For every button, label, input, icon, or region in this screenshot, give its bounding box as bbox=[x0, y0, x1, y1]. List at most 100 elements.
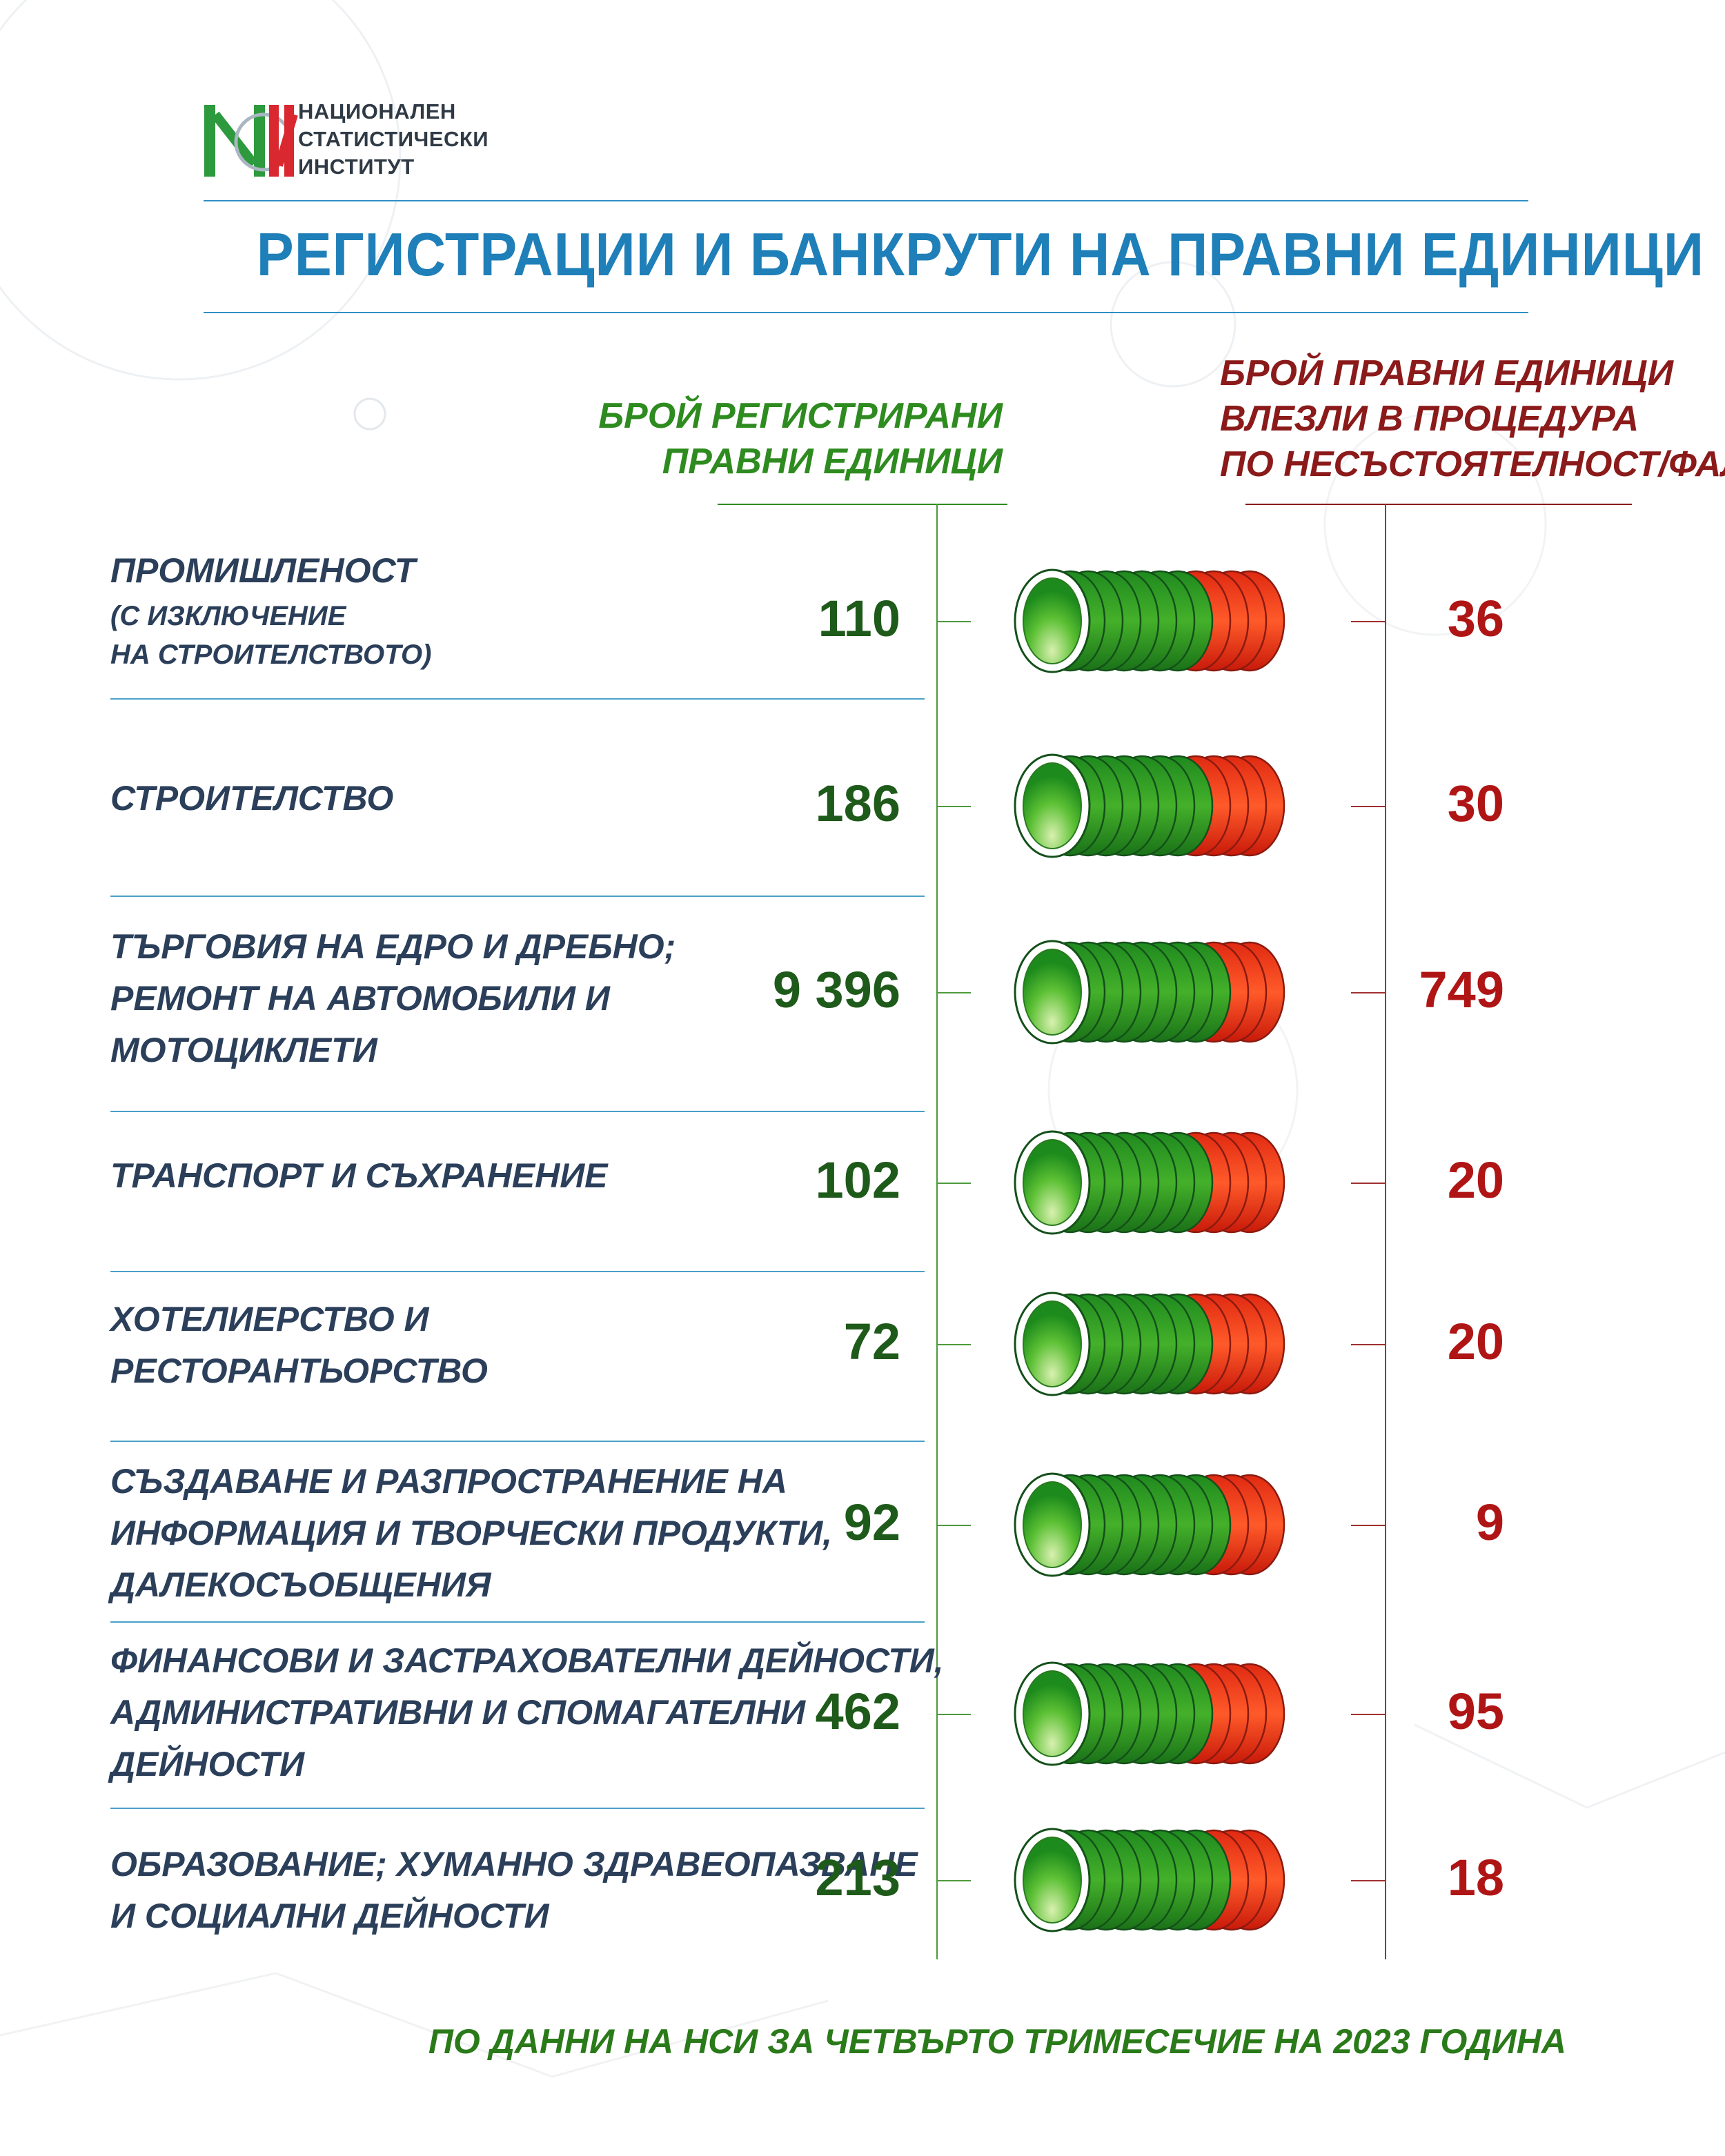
sector-label-line: ДЕЙНОСТИ bbox=[110, 1745, 305, 1783]
sector-label-line: РЕСТОРАНТЬОРСТВО bbox=[110, 1352, 488, 1390]
registered-tick bbox=[936, 621, 971, 622]
sector-label-subline: НА СТРОИТЕЛСТВОТО) bbox=[110, 640, 432, 670]
insolvency-value: 30 bbox=[1447, 775, 1504, 832]
insolvency-tick bbox=[1351, 621, 1386, 622]
row-separator bbox=[110, 1111, 925, 1112]
logo-line: НАЦИОНАЛЕН bbox=[298, 99, 456, 123]
header-line: ВЛЕЗЛИ В ПРОЦЕДУРА bbox=[1220, 399, 1639, 439]
sector-label: ХОТЕЛИЕРСТВО И РЕСТОРАНТЬОРСТВО bbox=[110, 1294, 800, 1397]
registered-header-rule bbox=[718, 504, 1007, 505]
insolvency-tick bbox=[1351, 1880, 1386, 1881]
sector-label: ТЪРГОВИЯ НА ЕДРО И ДРЕБНО; РЕМОНТ НА АВТО… bbox=[110, 921, 800, 1076]
coin-stack-bar bbox=[1014, 1828, 1285, 1932]
header-line: ПО НЕСЪСТОЯТЕЛНОСТ/ФАЛИТ bbox=[1220, 444, 1725, 484]
coin-stack-bar bbox=[1014, 1130, 1285, 1235]
sector-label-line: ФИНАНСОВИ И ЗАСТРАХОВАТЕЛНИ ДЕЙНОСТИ, bbox=[110, 1641, 944, 1680]
insolvency-column-header: БРОЙ ПРАВНИ ЕДИНИЦИ ВЛЕЗЛИ В ПРОЦЕДУРА П… bbox=[1220, 350, 1725, 487]
sector-label: СЪЗДАВАНЕ И РАЗПРОСТРАНЕНИЕ НА ИНФОРМАЦИЯ… bbox=[110, 1456, 833, 1611]
sector-label-line: ПРОМИШЛЕНОСТ bbox=[110, 551, 416, 590]
header-line: ПРАВНИ ЕДИНИЦИ bbox=[662, 442, 1003, 482]
coin-stack-bar bbox=[1014, 568, 1285, 673]
sector-label-line: ДАЛЕКОСЪОБЩЕНИЯ bbox=[110, 1565, 491, 1604]
row-separator bbox=[110, 1441, 925, 1442]
registered-value: 462 bbox=[815, 1683, 900, 1740]
registered-tick bbox=[936, 1714, 971, 1715]
registered-value: 9 396 bbox=[772, 961, 900, 1018]
coin-front-face bbox=[1023, 949, 1082, 1036]
insolvency-axis-line bbox=[1385, 504, 1386, 1959]
sector-label-line: АДМИНИСТРАТИВНИ И СПОМАГАТЕЛНИ bbox=[110, 1693, 806, 1732]
insolvency-value: 20 bbox=[1447, 1151, 1504, 1209]
insolvency-tick bbox=[1351, 992, 1386, 993]
insolvency-value: 9 bbox=[1475, 1494, 1504, 1551]
insolvency-tick bbox=[1351, 1183, 1386, 1184]
sector-label-line: СЪЗДАВАНЕ И РАЗПРОСТРАНЕНИЕ НА bbox=[110, 1462, 787, 1501]
row-separator bbox=[110, 1808, 925, 1809]
registered-tick bbox=[936, 1525, 971, 1526]
sector-label-line: СТРОИТЕЛСТВО bbox=[110, 779, 394, 818]
insolvency-tick bbox=[1351, 1525, 1386, 1526]
registered-axis-line bbox=[936, 504, 938, 1959]
sector-label-line: РЕМОНТ НА АВТОМОБИЛИ И bbox=[110, 979, 610, 1018]
insolvency-tick bbox=[1351, 806, 1386, 807]
sector-label: СТРОИТЕЛСТВО bbox=[110, 773, 800, 824]
coin-stack-bar bbox=[1014, 1292, 1285, 1396]
sector-label: ФИНАНСОВИ И ЗАСТРАХОВАТЕЛНИ ДЕЙНОСТИ, АДМ… bbox=[110, 1635, 944, 1790]
logo-text: НАЦИОНАЛЕН СТАТИСТИЧЕСКИ ИНСТИТУТ bbox=[298, 98, 489, 181]
sector-label-line: ТРАНСПОРТ И СЪХРАНЕНИЕ bbox=[110, 1156, 608, 1195]
coin-front-face bbox=[1023, 1670, 1082, 1757]
registered-tick bbox=[936, 806, 971, 807]
insolvency-value: 95 bbox=[1447, 1683, 1504, 1740]
sector-label-line: ОБРАЗОВАНИЕ; ХУМАННО ЗДРАВЕОПАЗВАНЕ bbox=[110, 1845, 918, 1883]
coin-stack-bar bbox=[1014, 1472, 1285, 1577]
sector-label-subline: (С ИЗКЛЮЧЕНИЕ bbox=[110, 601, 346, 631]
page-title: РЕГИСТРАЦИИ И БАНКРУТИ НА ПРАВНИ ЕДИНИЦИ bbox=[256, 220, 1704, 288]
coin-front-face bbox=[1023, 1139, 1082, 1226]
title-bottom-rule bbox=[204, 312, 1528, 313]
sector-label: ОБРАЗОВАНИЕ; ХУМАННО ЗДРАВЕОПАЗВАНЕ И СОЦ… bbox=[110, 1839, 918, 1942]
coin-stack-bar bbox=[1014, 753, 1285, 858]
logo-line: СТАТИСТИЧЕСКИ bbox=[298, 127, 489, 151]
sector-label: ПРОМИШЛЕНОСТ (С ИЗКЛЮЧЕНИЕ НА СТРОИТЕЛСТВО… bbox=[110, 545, 800, 674]
insolvency-tick bbox=[1351, 1344, 1386, 1345]
registered-value: 186 bbox=[815, 775, 900, 832]
insolvency-header-rule bbox=[1245, 504, 1632, 505]
registered-value: 72 bbox=[843, 1313, 900, 1370]
coin-front-face bbox=[1023, 762, 1082, 849]
coin-stack-bar bbox=[1014, 940, 1285, 1045]
row-separator bbox=[110, 1271, 925, 1272]
registered-value: 92 bbox=[843, 1494, 900, 1551]
header-line: БРОЙ РЕГИСТРИРАНИ bbox=[598, 396, 1003, 436]
registered-tick bbox=[936, 1183, 971, 1184]
row-separator bbox=[110, 1621, 925, 1623]
registered-column-header: БРОЙ РЕГИСТРИРАНИ ПРАВНИ ЕДИНИЦИ bbox=[598, 393, 1003, 484]
sector-label-line: ИНФОРМАЦИЯ И ТВОРЧЕСКИ ПРОДУКТИ, bbox=[110, 1514, 833, 1552]
title-top-rule bbox=[204, 200, 1528, 201]
insolvency-value: 20 bbox=[1447, 1313, 1504, 1370]
coin-stack-bar bbox=[1014, 1661, 1285, 1766]
nsi-logo bbox=[204, 105, 298, 177]
insolvency-value: 18 bbox=[1447, 1849, 1504, 1906]
source-note: ПО ДАННИ НА НСИ ЗА ЧЕТВЪРТО ТРИМЕСЕЧИЕ Н… bbox=[428, 2022, 1566, 2061]
coin-front-face bbox=[1023, 577, 1082, 664]
registered-value: 110 bbox=[818, 590, 900, 647]
coin-front-face bbox=[1023, 1837, 1082, 1923]
row-separator bbox=[110, 698, 925, 700]
sector-label-line: И СОЦИАЛНИ ДЕЙНОСТИ bbox=[110, 1897, 549, 1935]
coin-front-face bbox=[1023, 1300, 1082, 1387]
registered-tick bbox=[936, 1344, 971, 1345]
insolvency-value: 749 bbox=[1419, 961, 1504, 1018]
insolvency-value: 36 bbox=[1447, 590, 1504, 647]
registered-value: 213 bbox=[815, 1849, 900, 1906]
sector-label-line: ХОТЕЛИЕРСТВО И bbox=[110, 1300, 429, 1338]
registered-value: 102 bbox=[815, 1151, 900, 1209]
coin-front-face bbox=[1023, 1481, 1082, 1568]
row-separator bbox=[110, 896, 925, 897]
header-line: БРОЙ ПРАВНИ ЕДИНИЦИ bbox=[1220, 353, 1674, 393]
registered-tick bbox=[936, 992, 971, 993]
sector-label: ТРАНСПОРТ И СЪХРАНЕНИЕ bbox=[110, 1150, 800, 1202]
sector-label-line: ТЪРГОВИЯ НА ЕДРО И ДРЕБНО; bbox=[110, 927, 676, 966]
logo-line: ИНСТИТУТ bbox=[298, 155, 415, 179]
sector-label-line: МОТОЦИКЛЕТИ bbox=[110, 1031, 377, 1069]
